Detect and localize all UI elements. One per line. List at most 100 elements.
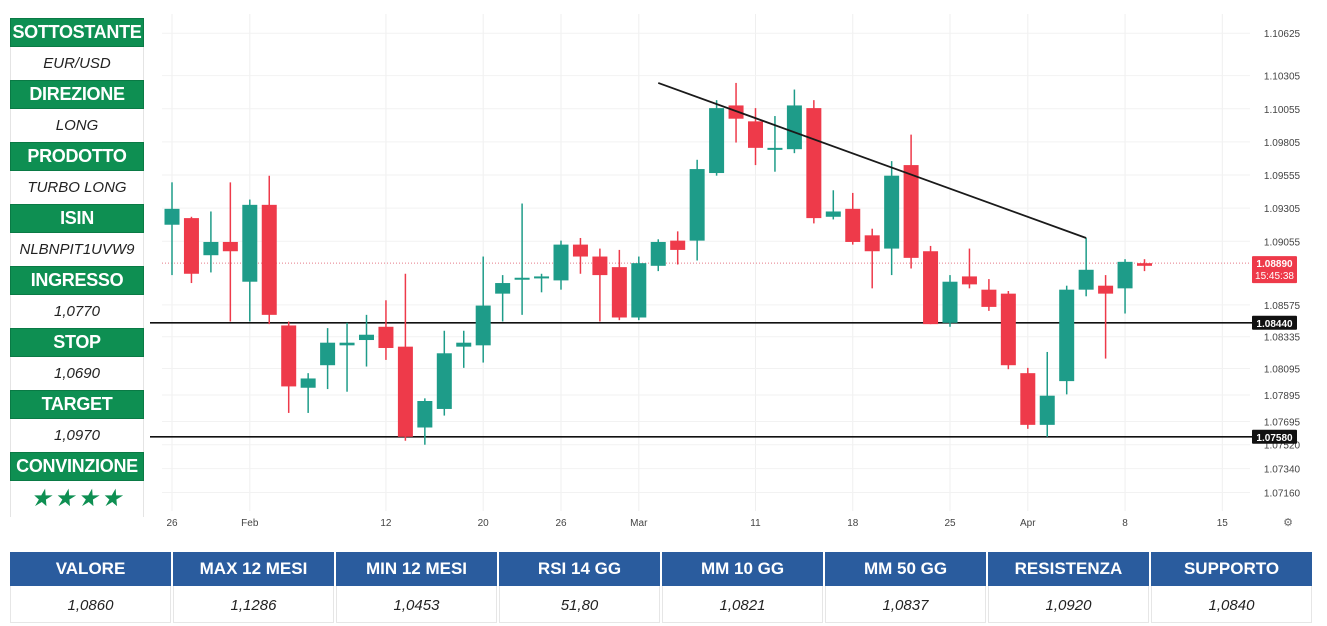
isin-label: ISIN	[10, 204, 144, 233]
candle-body	[825, 211, 841, 217]
y-tick-label: 1.07340	[1264, 465, 1301, 476]
stat-value: 51,80	[499, 586, 660, 623]
candle-body	[942, 281, 958, 323]
y-tick-label: 1.10305	[1264, 72, 1301, 83]
prodotto-value: TURBO LONG	[10, 171, 144, 204]
stat-value: 1,0453	[336, 586, 497, 623]
candle-body	[514, 277, 530, 280]
candle-body	[164, 208, 180, 225]
stat-min-12-mesi: MIN 12 MESI 1,0453	[336, 552, 497, 623]
stat-value: 1,0821	[662, 586, 823, 623]
stat-label: SUPPORTO	[1151, 552, 1312, 586]
candle-body	[709, 108, 725, 174]
candle-body	[1078, 269, 1094, 290]
stat-resistenza: RESISTENZA 1,0920	[988, 552, 1149, 623]
candle-body	[1020, 373, 1036, 425]
candle-body	[222, 241, 238, 252]
candle-body	[903, 165, 919, 258]
sottostante-label: SOTTOSTANTE	[10, 18, 144, 47]
candle-body	[689, 169, 705, 241]
x-tick-label: 26	[555, 518, 567, 529]
stat-label: MIN 12 MESI	[336, 552, 497, 586]
candle-body	[417, 400, 433, 428]
x-tick-label: 20	[478, 518, 490, 529]
y-tick-label: 1.08575	[1264, 301, 1301, 312]
stop-value: 1,0690	[10, 357, 144, 390]
info-sidebar: SOTTOSTANTE EUR/USD DIREZIONE LONG PRODO…	[10, 18, 144, 517]
target-label: TARGET	[10, 390, 144, 419]
candle-body	[242, 204, 258, 282]
candle-body	[884, 175, 900, 249]
stat-value: 1,0837	[825, 586, 986, 623]
candle-body	[1137, 263, 1152, 266]
candle-body	[281, 325, 297, 387]
y-tick-label: 1.09555	[1264, 171, 1301, 182]
trendline	[657, 82, 1087, 239]
y-axis: 1.10625 1.10305 1.10055 1.09805 1.09555 1.093…	[1264, 29, 1301, 499]
stat-supporto: SUPPORTO 1,0840	[1151, 552, 1312, 623]
x-tick-label: Feb	[241, 518, 259, 529]
stop-label: STOP	[10, 328, 144, 357]
stat-valore: VALORE 1,0860	[10, 552, 171, 623]
candle-body	[475, 305, 491, 346]
y-tick-label: 1.10055	[1264, 105, 1301, 116]
candle-body	[436, 353, 452, 409]
candle-body	[767, 147, 783, 150]
candle-body	[611, 267, 627, 318]
stat-max-12-mesi: MAX 12 MESI 1,1286	[173, 552, 334, 623]
candle-body	[183, 218, 199, 274]
candle-body	[631, 263, 647, 318]
stat-value: 1,0920	[988, 586, 1149, 623]
candle-body	[203, 241, 219, 256]
stat-label: MAX 12 MESI	[173, 552, 334, 586]
x-axis: 26 Feb 12 20 26 Mar 11 18 25 Apr 8 15 ⚙	[166, 517, 1293, 529]
x-tick-label: 8	[1122, 518, 1128, 529]
y-tick-label: 1.07895	[1264, 391, 1301, 402]
candle-body	[670, 240, 686, 250]
y-tick-label: 1.08095	[1264, 365, 1301, 376]
y-tick-label: 1.07160	[1264, 488, 1301, 499]
sottostante-value: EUR/USD	[10, 47, 144, 80]
candle-body	[320, 342, 336, 366]
target-value: 1,0970	[10, 419, 144, 452]
candle-body	[981, 289, 997, 307]
level-tag-label: 1.08440	[1256, 319, 1293, 330]
stat-label: MM 50 GG	[825, 552, 986, 586]
prodotto-label: PRODOTTO	[10, 142, 144, 171]
ingresso-value: 1,0770	[10, 295, 144, 328]
x-tick-label: 25	[944, 518, 956, 529]
candle-body	[864, 235, 880, 252]
direzione-label: DIREZIONE	[10, 80, 144, 109]
last-price-label: 1.08890	[1256, 259, 1293, 270]
candle-body	[961, 276, 977, 285]
candle-body	[553, 244, 569, 281]
candle-body	[359, 334, 374, 341]
candle-body	[650, 241, 666, 266]
last-price-tag	[1252, 256, 1297, 284]
x-tick-label: 26	[166, 518, 178, 529]
stat-value: 1,1286	[173, 586, 334, 623]
candle-body	[300, 378, 316, 388]
candle-body	[1117, 261, 1133, 289]
candle-body	[806, 108, 822, 219]
candle-body	[1059, 289, 1075, 382]
candle-body	[786, 105, 802, 150]
level-tag	[1252, 429, 1297, 444]
candle-body	[1000, 293, 1016, 366]
conviction-stars-icon: ★★★★	[10, 481, 144, 517]
direzione-value: LONG	[10, 109, 144, 142]
candles	[164, 82, 1152, 445]
candle-body	[456, 342, 472, 347]
stat-rsi-14-gg: RSI 14 GG 51,80	[499, 552, 660, 623]
y-tick-label: 1.07520	[1264, 441, 1301, 452]
stat-value: 1,0840	[1151, 586, 1312, 623]
stats-table: VALORE 1,0860 MAX 12 MESI 1,1286 MIN 12 …	[10, 552, 1316, 623]
candle-body	[397, 346, 413, 437]
x-tick-label: Mar	[630, 518, 648, 529]
candle-body	[534, 276, 550, 279]
level-tag	[1252, 315, 1297, 330]
candlestick-chart: 1.10625 1.10305 1.10055 1.09805 1.09555 1.093…	[150, 14, 1301, 529]
x-tick-label: 12	[380, 518, 392, 529]
stat-mm-10-gg: MM 10 GG 1,0821	[662, 552, 823, 623]
